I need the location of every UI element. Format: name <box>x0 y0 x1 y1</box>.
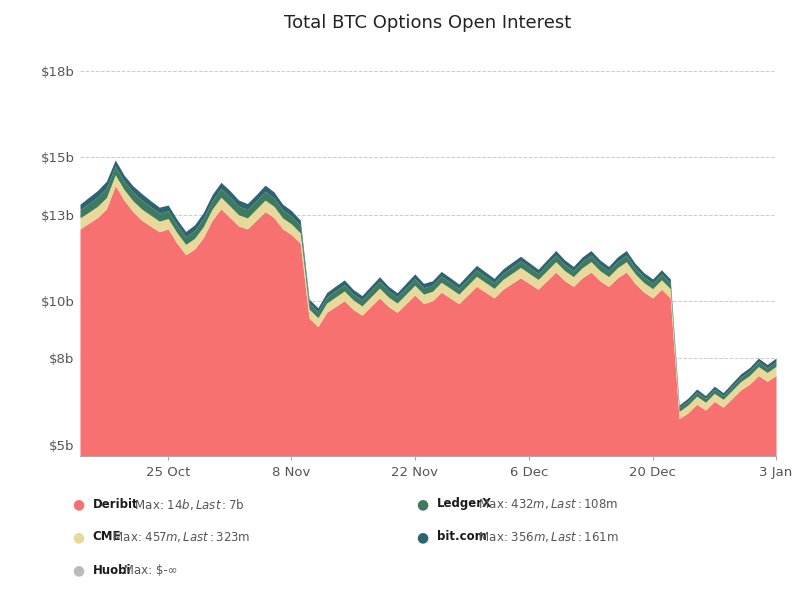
Text: Max: $457m, Last: $323m: Max: $457m, Last: $323m <box>109 530 250 544</box>
Text: LedgerX: LedgerX <box>437 497 492 511</box>
Text: Max: $-∞: Max: $-∞ <box>120 563 178 577</box>
Text: ●: ● <box>72 530 84 544</box>
Text: Deribit: Deribit <box>93 497 138 511</box>
Text: Max: $432m, Last: $108m: Max: $432m, Last: $108m <box>475 497 618 511</box>
Text: ●: ● <box>72 563 84 577</box>
Text: Max: $14b, Last: $7b: Max: $14b, Last: $7b <box>131 497 244 511</box>
Title: Total BTC Options Open Interest: Total BTC Options Open Interest <box>284 14 572 32</box>
Text: CME: CME <box>93 530 122 544</box>
Text: ●: ● <box>416 530 428 544</box>
Text: Max: $356m, Last: $161m: Max: $356m, Last: $161m <box>475 530 618 544</box>
Text: ●: ● <box>72 497 84 511</box>
Text: ●: ● <box>416 497 428 511</box>
Text: Huobi: Huobi <box>93 563 131 577</box>
Text: bit.com: bit.com <box>437 530 486 544</box>
